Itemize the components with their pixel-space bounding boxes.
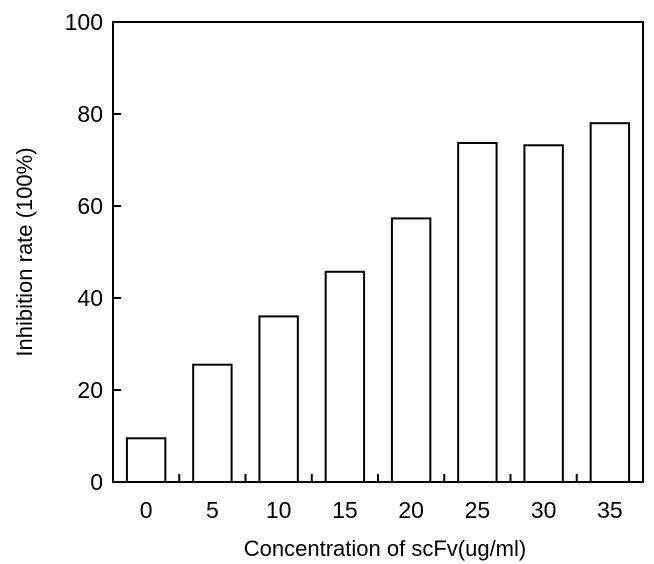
y-tick-label: 60 xyxy=(77,193,103,219)
bar-30 xyxy=(523,144,564,483)
y-tick-label: 80 xyxy=(77,101,103,127)
bar-35 xyxy=(589,122,631,483)
bar-10 xyxy=(258,315,299,483)
y-tick-label: 100 xyxy=(65,9,103,35)
y-tick-label: 20 xyxy=(77,377,103,403)
x-tick-label: 30 xyxy=(531,497,557,523)
y-axis-ticks: 0 20 40 60 80 100 xyxy=(65,9,121,495)
bar-5 xyxy=(192,363,233,484)
bar-15 xyxy=(324,270,366,483)
y-tick-label: 40 xyxy=(77,285,103,311)
x-tick-label: 10 xyxy=(266,497,292,523)
x-tick-label: 5 xyxy=(206,497,219,523)
x-tick-label: 0 xyxy=(140,497,153,523)
bar-series xyxy=(125,122,631,484)
x-tick-label: 25 xyxy=(465,497,491,523)
y-axis-title: Inhibition rate (100%) xyxy=(12,147,37,356)
x-tick-label: 15 xyxy=(332,497,358,523)
y-tick-label: 0 xyxy=(90,469,103,495)
x-axis-ticks: 0 5 10 15 20 25 30 35 xyxy=(140,474,623,523)
bar-25 xyxy=(457,141,498,483)
x-tick-label: 20 xyxy=(398,497,424,523)
x-axis-title: Concentration of scFv(ug/ml) xyxy=(244,536,526,561)
bar-0 xyxy=(125,437,167,483)
x-tick-label: 35 xyxy=(597,497,623,523)
bar-20 xyxy=(390,217,432,483)
